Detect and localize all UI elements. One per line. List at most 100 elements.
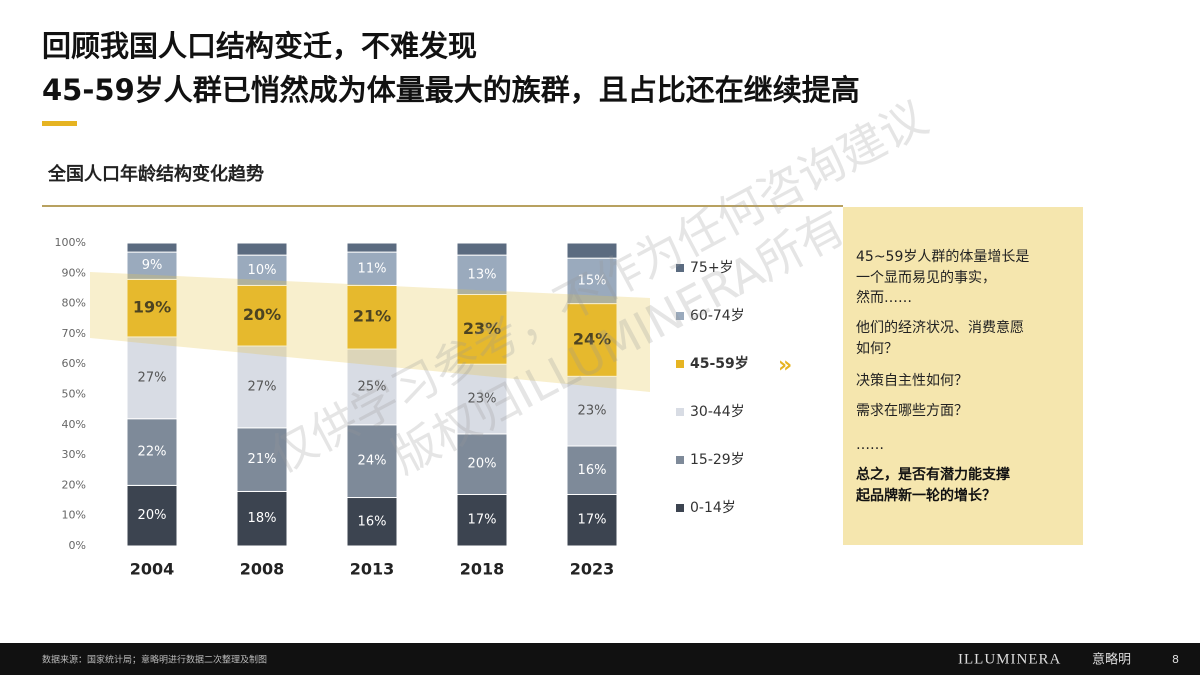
data-label: 23% — [468, 392, 497, 407]
title-line: 回顾我国人口结构变迁，不难发现 — [42, 29, 477, 63]
legend-label: 30-44岁 — [690, 404, 745, 420]
bar-segment — [236, 242, 288, 256]
brand: ILLUMINERA — [958, 651, 1061, 667]
bar-segment — [566, 257, 618, 305]
footer-source: 数据来源：国家统计局；意略明进行数据二次整理及制图 — [42, 654, 267, 666]
x-tick-label: 2013 — [350, 560, 395, 579]
arrow: » — [778, 353, 792, 378]
sidebar-conclusion: 起品牌新一轮的增长？ — [855, 487, 996, 504]
legend-label: 45-59岁 — [690, 355, 749, 372]
data-label: 20% — [138, 508, 167, 523]
y-tick-label: 20% — [62, 478, 86, 491]
legend-marker — [676, 504, 684, 512]
y-tick-label: 90% — [62, 266, 86, 279]
bar-segment — [456, 254, 508, 296]
bar-segment — [566, 445, 618, 495]
data-label: 21% — [248, 452, 277, 467]
y-tick-label: 100% — [55, 236, 86, 249]
data-label: 18% — [248, 511, 277, 526]
legend-label: 60-74岁 — [690, 308, 745, 324]
data-label: 17% — [468, 513, 497, 528]
bar-segment — [566, 242, 618, 259]
chart-title: 全国人口年龄结构变化趋势 — [47, 163, 264, 185]
bar-segment — [456, 363, 508, 435]
legend-label: 15-29岁 — [690, 452, 745, 468]
data-label: 21% — [353, 307, 391, 326]
plot: 0% 10% 20% 30% 40% 50% 60% 70% 80% 90% 100% 2004 20%… — [55, 236, 749, 579]
bar-segment — [346, 251, 398, 286]
title-line: 45-59岁人群已悄然成为体量最大的族群，且占比还在继续提高 — [42, 73, 860, 107]
bar-segment — [346, 348, 398, 426]
data-label: 27% — [248, 379, 277, 394]
bar-segment — [346, 284, 398, 350]
bar-segment — [456, 242, 508, 256]
legend-marker — [676, 408, 684, 416]
sidebar-text: 他们的经济状况、消费意愿 — [856, 319, 1024, 336]
page-number: 8 — [1172, 653, 1179, 666]
bar-segment — [126, 336, 178, 420]
bar-segment — [126, 242, 178, 253]
data-label: 27% — [138, 370, 167, 385]
data-label: 25% — [358, 379, 387, 394]
y-tick-label: 30% — [62, 448, 86, 461]
data-label: 23% — [578, 404, 607, 419]
bar-segment — [566, 303, 618, 377]
data-label: 20% — [243, 305, 281, 324]
data-label: 22% — [138, 445, 167, 460]
legend-label: 75+岁 — [690, 260, 734, 276]
x-tick-label: 2018 — [460, 560, 505, 579]
sidebar-conclusion: 总之，是否有潜力能支撑 — [856, 466, 1010, 483]
legend-label: 0-14岁 — [690, 500, 736, 516]
data-label: 9% — [142, 258, 163, 273]
y-tick-label: 50% — [62, 388, 86, 401]
footer-bar — [0, 643, 1200, 675]
sidebar-text: …… — [856, 437, 884, 453]
sidebar-text: 45~59岁人群的体量增长是 — [856, 249, 1029, 265]
trend-band — [90, 272, 650, 392]
bar-segment — [236, 284, 288, 347]
legend-marker — [676, 360, 684, 368]
sidebar-text: 然而…… — [856, 289, 912, 306]
bar-segment — [236, 427, 288, 492]
sidebar-text: 如何？ — [856, 341, 898, 357]
x-tick-label: 2004 — [130, 560, 175, 579]
y-tick-label: 80% — [62, 297, 86, 310]
y-tick-label: 10% — [62, 509, 86, 522]
y-tick-label: 60% — [62, 357, 86, 370]
data-label: 24% — [358, 454, 387, 469]
data-label: 23% — [463, 319, 501, 338]
sidebar-text: 决策自主性如何？ — [856, 372, 968, 389]
bar-segment — [236, 490, 288, 547]
data-label: 16% — [578, 463, 607, 478]
bar-segment — [126, 251, 178, 280]
bar-segment — [346, 242, 398, 253]
x-tick-label: 2023 — [570, 560, 615, 579]
data-label: 17% — [578, 513, 607, 528]
accent-bar — [42, 121, 77, 126]
x-tick-label: 2008 — [240, 560, 285, 579]
data-label: 13% — [468, 267, 497, 282]
data-label: 20% — [468, 457, 497, 472]
sidebar-box — [843, 207, 1083, 545]
bar-segment — [126, 484, 178, 547]
bar-segment — [236, 254, 288, 286]
data-label: 15% — [578, 273, 607, 288]
bar-segment — [566, 375, 618, 447]
y-tick-label: 70% — [62, 327, 86, 340]
bar-segment — [126, 418, 178, 486]
bar-segment — [566, 493, 618, 547]
data-label: 11% — [358, 261, 387, 276]
sidebar-text: 需求在哪些方面？ — [856, 403, 968, 419]
legend-marker — [676, 312, 684, 320]
data-label: 10% — [248, 263, 277, 278]
bar-segment — [456, 433, 508, 495]
data-label: 16% — [358, 514, 387, 529]
bar-segment — [346, 497, 398, 547]
bar-segment — [236, 345, 288, 429]
legend-marker — [676, 264, 684, 272]
data-label: 19% — [133, 298, 171, 317]
sidebar-text: 一个显而易见的事实， — [856, 270, 996, 286]
bar-segment — [346, 424, 398, 499]
